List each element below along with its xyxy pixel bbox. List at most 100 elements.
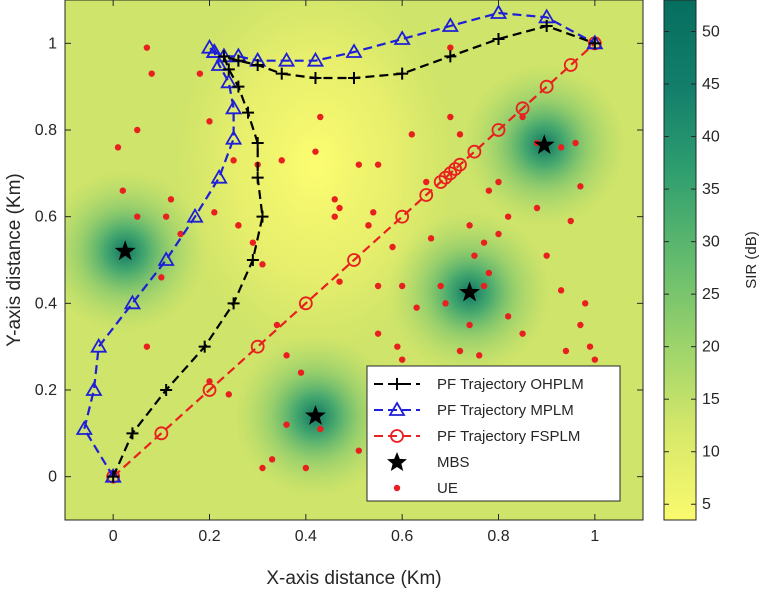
trajectory-ohplm-point — [232, 80, 245, 93]
ue-point — [211, 209, 218, 216]
ue-point — [206, 378, 213, 385]
ue-point — [312, 148, 319, 155]
ue-point — [413, 304, 420, 311]
trajectory-ohplm-point — [275, 67, 288, 80]
trajectory-mplm-point — [186, 207, 204, 223]
colorbar-tick-label: 35 — [702, 181, 720, 198]
trajectory-mplm-point — [278, 51, 296, 67]
trajectory-mplm-point — [225, 129, 243, 145]
trajectory-fsplm-point — [448, 162, 463, 176]
ue-point — [331, 213, 338, 220]
colorbar-tick-label: 10 — [702, 444, 720, 461]
ue-point — [471, 252, 478, 259]
ue-point — [134, 126, 141, 134]
ue-point — [283, 421, 290, 428]
ue-point — [504, 313, 512, 320]
trajectory-ohplm-point — [588, 37, 601, 50]
ue-point — [557, 144, 565, 151]
trajectories — [75, 4, 604, 484]
colorbar-label: SIR (dB) — [743, 231, 760, 289]
ue-point — [586, 343, 594, 350]
trajectory-fsplm-point — [453, 157, 467, 172]
ue-point — [567, 217, 574, 225]
ue-point — [355, 447, 363, 454]
ue-point — [259, 261, 266, 268]
colorbar-tick-label: 5 — [702, 496, 711, 513]
mbs-markers — [114, 134, 555, 425]
ue-point — [114, 144, 122, 151]
trajectory-ohplm-point — [309, 72, 322, 84]
y-tick-label: 1 — [48, 35, 57, 52]
ue-point — [394, 343, 401, 350]
ue-point — [336, 278, 343, 285]
legend-fsplm-marker — [390, 429, 404, 443]
ue-point — [495, 178, 502, 186]
colorbar: 5 10 15 20 25 30 35 40 45 50 SIR (dB) — [663, 0, 760, 521]
trajectory-fsplm-point — [202, 383, 217, 397]
ue-point — [268, 456, 276, 463]
trajectory-ohplm-point — [227, 297, 240, 310]
ue-point — [543, 252, 550, 259]
ue-point — [259, 464, 266, 472]
colorbar-tick-label: 15 — [702, 391, 720, 408]
ue-point — [119, 187, 127, 194]
ue-point — [466, 222, 473, 229]
trajectory-ohplm-point — [126, 427, 139, 440]
ue-point — [167, 196, 175, 203]
ue-point — [442, 300, 449, 307]
colorbar-tick-label: 25 — [702, 286, 720, 303]
ue-point — [408, 131, 415, 138]
ue-point — [582, 300, 589, 307]
trajectory-ohplm-point — [198, 340, 211, 353]
trajectory-mplm-point — [123, 294, 141, 310]
ue-point — [577, 183, 584, 190]
trajectory-fsplm-point — [298, 296, 313, 311]
legend-ohplm-label: PF Trajectory OHPLM — [437, 376, 584, 393]
trajectory-fsplm-point — [438, 170, 453, 185]
ue-point — [177, 230, 184, 238]
trajectory-fsplm-point — [433, 175, 448, 189]
y-tick-label: 0 — [48, 469, 57, 486]
ue-point — [572, 139, 579, 147]
ue-point — [427, 235, 435, 242]
legend-mplm-label: PF Trajectory MPLM — [437, 402, 574, 419]
colorbar-tick-label: 30 — [702, 234, 720, 251]
trajectory-ohplm-point — [256, 210, 269, 223]
trajectory-mplm-point — [90, 337, 108, 353]
trajectory-mplm-point — [220, 73, 238, 89]
x-tick-label: 0.6 — [391, 528, 413, 545]
trajectory-ohplm-point — [348, 72, 360, 84]
mbs-star-icon — [305, 405, 326, 425]
ue-point — [485, 187, 493, 194]
trajectory-ohplm-point — [217, 50, 230, 63]
ue-point — [398, 282, 406, 290]
ue-point — [495, 230, 502, 238]
trajectory-ohplm-point — [492, 33, 505, 45]
ue-point — [297, 369, 305, 376]
legend-mbs-star-icon — [387, 452, 407, 471]
ue-point — [134, 213, 141, 220]
trajectory-mplm-point — [210, 168, 228, 184]
ue-point — [485, 269, 493, 277]
x-tick-label: 1 — [590, 528, 599, 545]
legend-ue-label: UE — [437, 480, 458, 497]
ue-point — [143, 343, 151, 350]
trajectory-mplm-point — [157, 251, 175, 266]
legend-mbs-label: MBS — [437, 454, 470, 471]
ue-point — [480, 282, 488, 290]
trajectory-ohplm-point — [107, 470, 120, 483]
trajectory-mplm-point — [393, 30, 411, 45]
ue-point — [225, 391, 232, 398]
ue-point — [389, 243, 396, 251]
y-tick-label: 0.6 — [35, 209, 57, 226]
x-tick-label: 0.4 — [295, 528, 317, 545]
ue-point — [374, 161, 382, 168]
legend: PF Trajectory OHPLM PF Trajectory MPLM P… — [366, 365, 621, 502]
trajectory-mplm-point — [441, 17, 459, 32]
trajectory-fsplm-point — [395, 209, 410, 224]
ue-point — [504, 213, 512, 220]
trajectory-mplm-point — [225, 99, 243, 115]
ue-point — [206, 118, 213, 125]
trajectory-ohplm-point — [251, 59, 264, 71]
ue-point — [273, 321, 281, 329]
